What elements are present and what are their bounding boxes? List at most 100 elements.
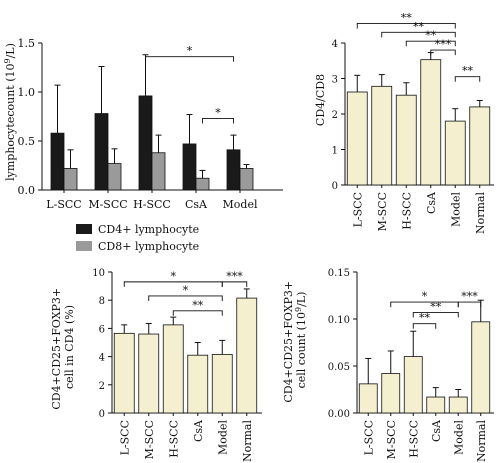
y-tick-label: 10: [92, 268, 105, 279]
bar: [469, 106, 491, 186]
significance-label: ***: [461, 290, 478, 303]
legend-label-cd4: CD4+ lymphocyte: [98, 223, 199, 236]
y-tick-label: 1.5: [18, 37, 36, 50]
x-tick-label: Model: [452, 420, 465, 455]
y-tick-label: 3: [332, 75, 338, 86]
bar: [107, 163, 122, 191]
y-tick-label: 0.15: [328, 268, 350, 279]
x-tick-label: Model: [223, 198, 258, 211]
bar: [403, 356, 423, 414]
x-tick-label: M-SCC: [88, 198, 127, 211]
bar: [226, 149, 241, 191]
panel-cd4-cd8-ratio: CD4/CD8 0 1 2 3 4 L-SCC M-SCC H-SCC CsA Model Norm…: [314, 11, 494, 234]
y-tick-label: 4: [99, 353, 105, 364]
bar: [113, 332, 135, 414]
y-tick-label: 2: [99, 381, 105, 392]
x-tick-label: Normal: [475, 420, 488, 462]
significance-label: **: [413, 20, 425, 33]
bar: [395, 94, 417, 186]
bar: [94, 113, 109, 191]
x-tick-label: H-SCC: [400, 192, 413, 230]
bar: [426, 396, 446, 414]
significance-bracket: [454, 76, 481, 82]
significance-bracket: [356, 23, 456, 29]
x-tick-label: CsA: [192, 419, 205, 442]
x-tick-label: L-SCC: [362, 420, 375, 455]
legend: CD4+ lymphocyte CD8+ lymphocyte: [76, 223, 199, 253]
legend-label-cd8: CD8+ lymphocyte: [98, 240, 199, 253]
significance-label: **: [419, 312, 431, 325]
x-tick-label: L-SCC: [351, 192, 364, 227]
significance-label: **: [430, 300, 442, 313]
bar: [138, 333, 160, 414]
y-tick-label: 6: [99, 324, 105, 335]
significance-label: **: [425, 29, 437, 42]
significance-label: **: [192, 299, 204, 312]
y-tick-label: 4: [332, 39, 338, 50]
bar: [420, 59, 442, 186]
significance-label: *: [422, 290, 428, 303]
x-tick-label: CsA: [185, 198, 208, 211]
bar: [151, 152, 166, 191]
bar: [358, 383, 378, 414]
legend-swatch-cd8: [76, 241, 92, 251]
significance-bracket: [412, 311, 459, 318]
x-tick-label: L-SCC: [118, 420, 131, 455]
x-tick-label: M-SCC: [376, 192, 389, 231]
bar: [211, 354, 233, 414]
x-tick-label: CsA: [430, 419, 443, 442]
bar: [381, 373, 401, 414]
bar: [239, 168, 254, 191]
panel-treg-percent: CD4+CD25+FOXP3+ cell in CD4 (%) 0 2 4 6 8 10 L…: [50, 268, 262, 462]
significance-label: ***: [435, 38, 452, 51]
x-tick-label: M-SCC: [143, 420, 156, 459]
x-tick-label: Normal: [241, 420, 254, 462]
significance-bracket: [145, 56, 234, 62]
x-tick-label: Model: [449, 192, 462, 227]
y-axis-label: CD4+CD25+FOXP3+ cell in CD4 (%): [50, 284, 76, 409]
bar: [346, 91, 368, 186]
bar: [138, 95, 153, 191]
y-tick-label: 1.0: [18, 86, 36, 99]
y-tick-label: 0.10: [328, 315, 350, 326]
y-tick-label: 2: [332, 110, 338, 121]
panel-lymphocyte-count: lymphocytecount (109/L) CD4+ lymphocyte …: [3, 37, 283, 253]
x-tick-label: M-SCC: [385, 420, 398, 459]
significance-bracket: [221, 281, 248, 287]
bar: [444, 120, 466, 186]
bar: [195, 177, 210, 191]
significance-bracket: [172, 310, 223, 316]
y-tick-label: 8: [99, 296, 105, 307]
bar: [182, 143, 197, 191]
bar: [448, 396, 468, 414]
significance-bracket: [202, 118, 234, 124]
significance-label: *: [215, 106, 221, 119]
significance-label: *: [171, 270, 177, 283]
x-tick-label: Model: [216, 420, 229, 455]
y-tick-label: 0.5: [18, 135, 36, 148]
y-tick-label: 0.0: [18, 184, 36, 197]
bar: [236, 297, 258, 414]
x-tick-label: L-SCC: [46, 198, 81, 211]
bar: [162, 324, 184, 414]
significance-label: *: [187, 45, 193, 58]
x-tick-label: H-SCC: [407, 420, 420, 458]
y-axis-label: lymphocytecount (109/L): [3, 43, 18, 181]
x-tick-label: CsA: [425, 191, 438, 214]
y-tick-label: 0.05: [328, 362, 350, 373]
x-tick-label: Normal: [474, 192, 487, 234]
significance-bracket: [381, 31, 456, 38]
y-axis-label: CD4/CD8: [314, 74, 327, 126]
y-tick-label: 0: [99, 409, 105, 420]
y-tick-label: 0.00: [328, 409, 350, 420]
y-tick-label: 0: [332, 181, 338, 192]
x-tick-label: H-SCC: [133, 198, 171, 211]
panel-treg-count: CD4+CD25+FOXP3+ cell count (109/L) 0.00 0…: [282, 268, 494, 462]
significance-label: ***: [226, 270, 243, 283]
significance-bracket: [457, 301, 482, 308]
significance-bracket: [405, 40, 456, 47]
x-tick-label: H-SCC: [167, 420, 180, 458]
bar: [50, 132, 65, 191]
y-axis-label: CD4+CD25+FOXP3+ cell count (109/L): [282, 277, 308, 402]
